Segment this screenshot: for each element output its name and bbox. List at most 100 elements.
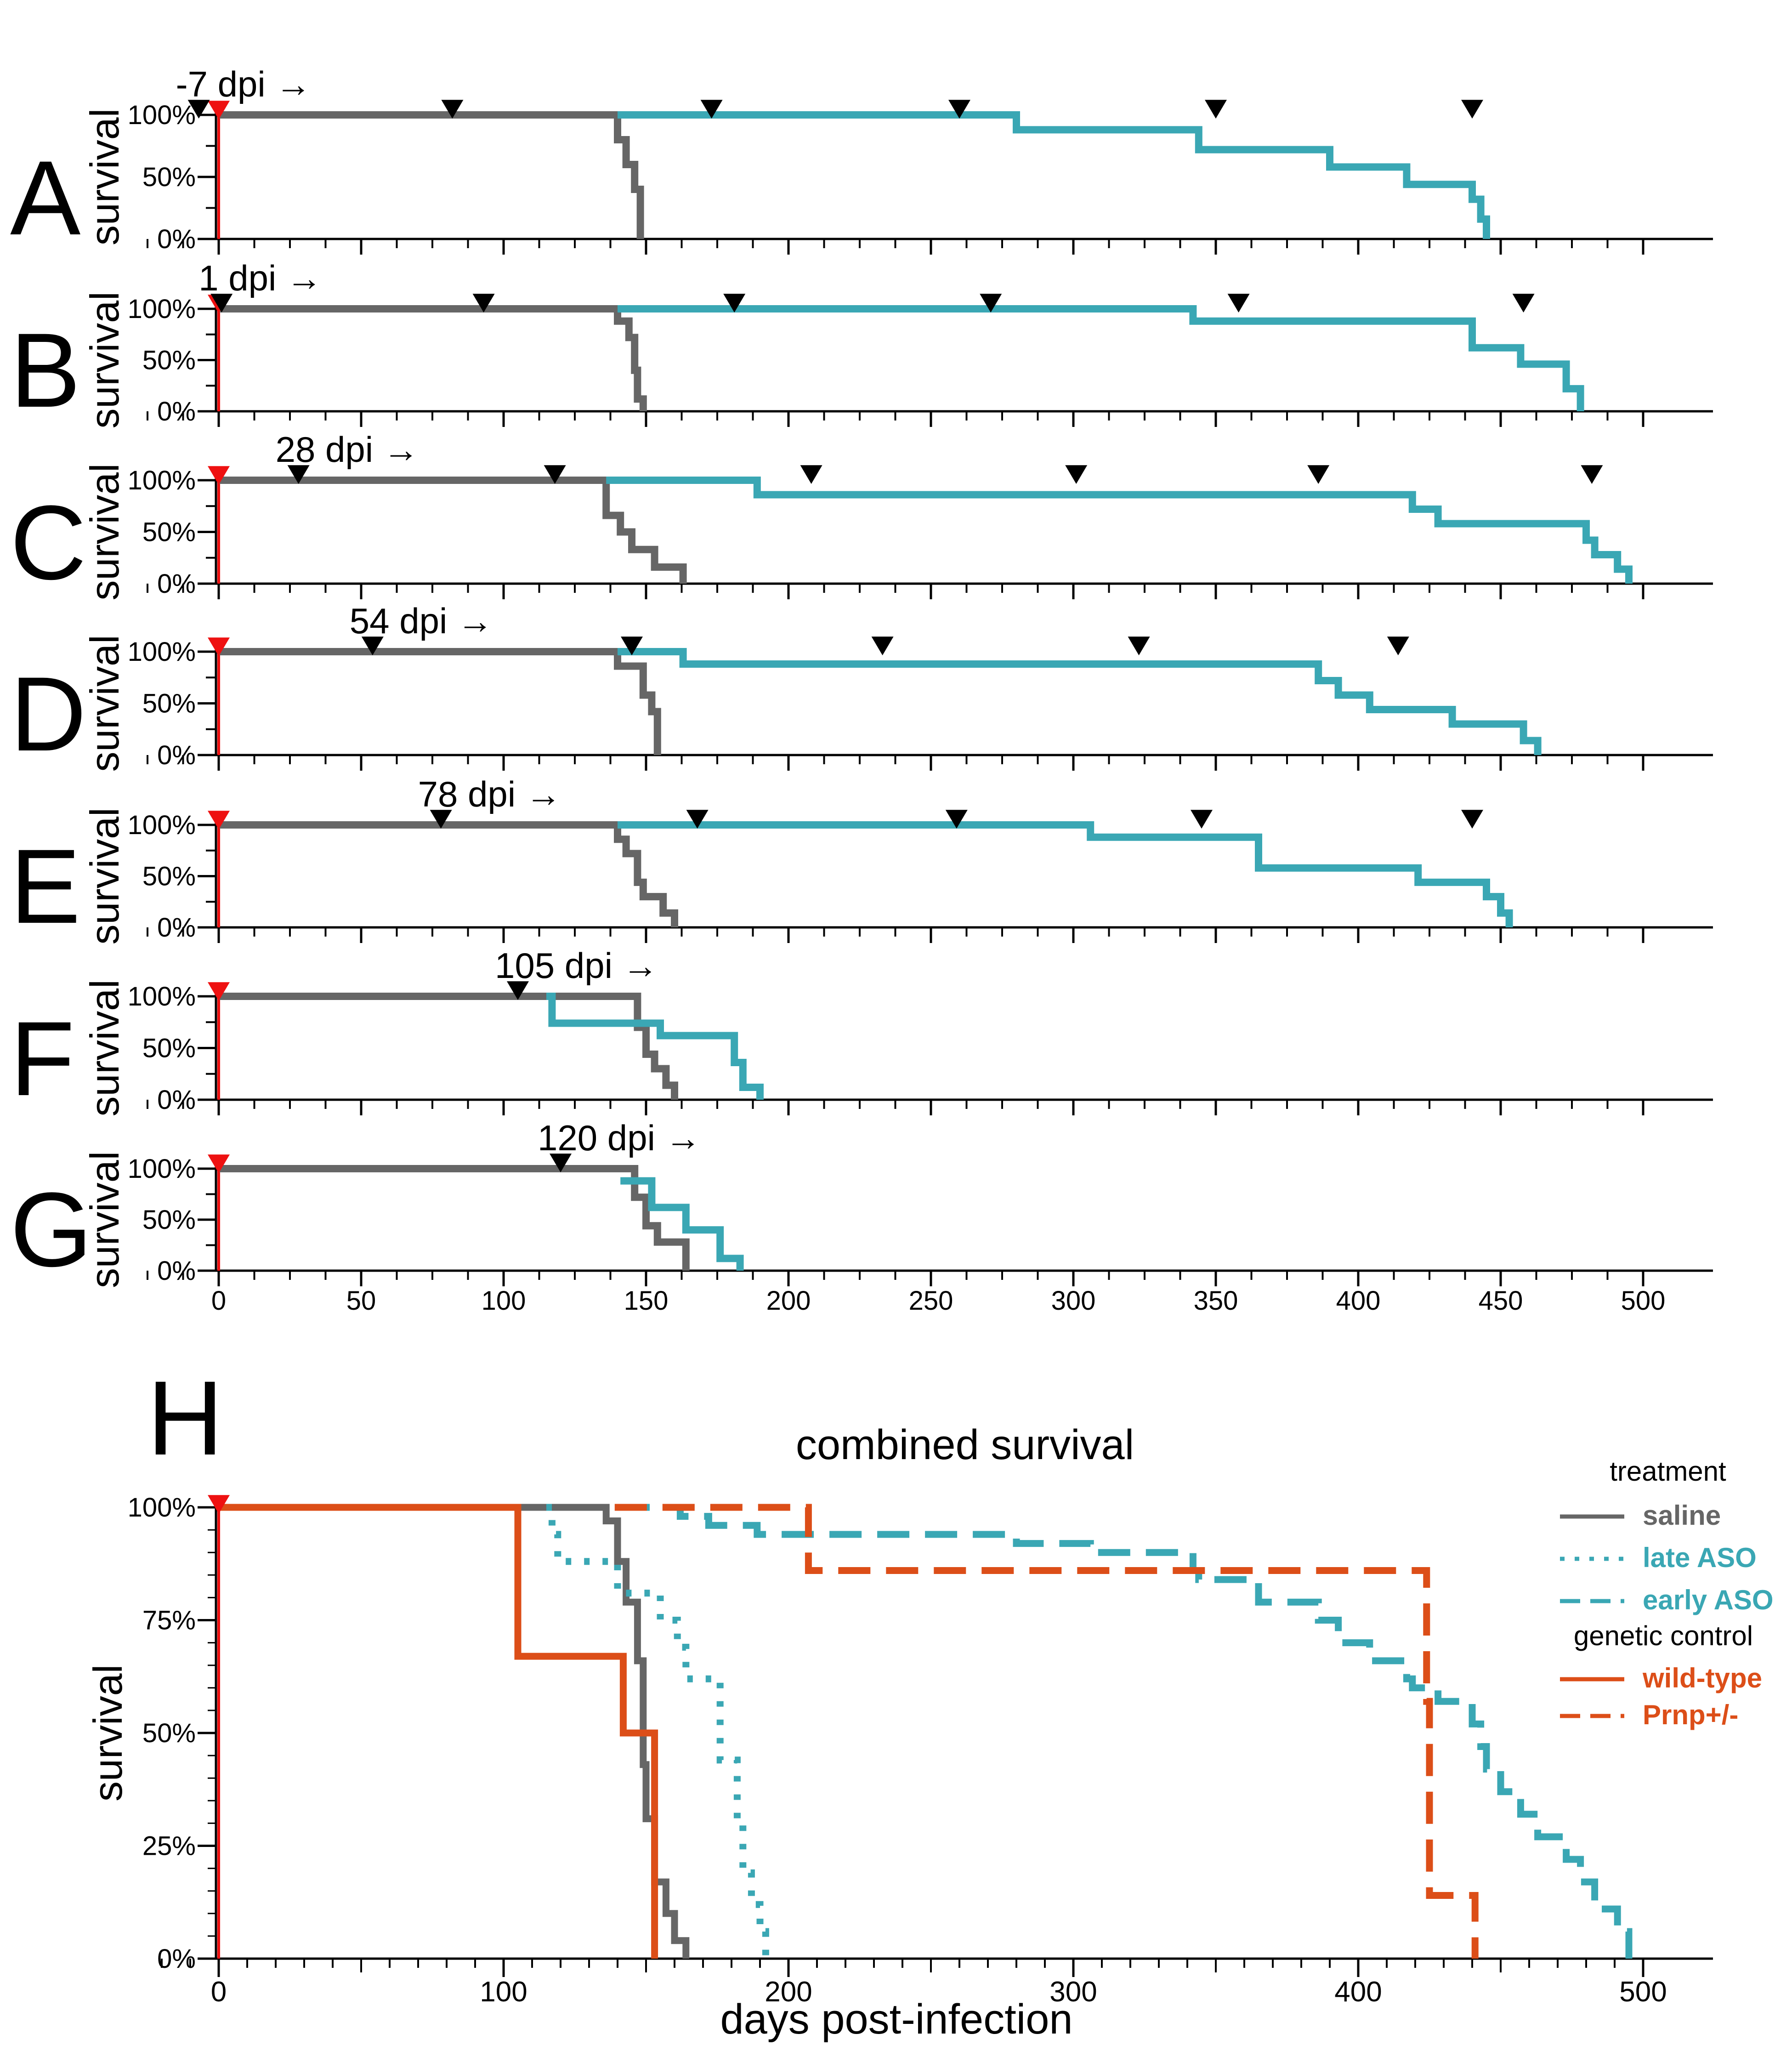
x-tick-label: 450 [1479,1286,1523,1316]
dose-marker [1205,100,1227,119]
dose-marker [1307,465,1330,484]
infection-marker [208,811,230,829]
dose-start-annotation: 1 dpi → [198,258,322,298]
y-tick-label: 100% [128,810,196,840]
legend: treatment genetic control saline late ASO ea… [1560,1456,1774,1730]
dose-marker [550,1153,572,1172]
dose-marker [871,636,894,655]
survival-curve-aso [620,1177,744,1271]
survival-curve-saline [219,477,687,584]
y-axis-label: survival [82,291,127,428]
legend-title-genetic: genetic control [1574,1620,1753,1651]
dose-marker [361,636,384,655]
x-tick-label: 0 [211,1286,226,1316]
survival-curve-saline [219,305,647,411]
dose-marker [948,100,970,119]
dose-marker [723,294,746,312]
dose-marker [1387,636,1409,655]
x-tick-label: 100 [480,1976,527,2008]
dose-marker [472,294,495,312]
y-tick-label: 100% [128,100,196,130]
dose-marker [507,981,529,1000]
x-tick-label: 300 [1051,1286,1096,1316]
y-tick-label: 50% [142,162,196,192]
dose-marker [430,810,452,829]
x-tick-label: 150 [624,1286,669,1316]
survival-curve-wild-type [219,1504,658,1959]
dose-marker [1461,810,1483,829]
legend-label-early-aso: early ASO [1643,1585,1774,1615]
panel-letter: E [10,827,80,945]
y-tick-label: 100% [128,982,196,1011]
infection-marker [208,1495,230,1514]
y-tick-label: 50% [142,346,196,375]
y-tick-label: 0% [157,224,196,254]
y-axis-label: survival [82,635,127,772]
infection-marker [208,466,230,485]
dose-marker [441,100,464,119]
chart-title: combined survival [796,1421,1134,1468]
x-tick-label: 500 [1621,1286,1666,1316]
x-tick-label: 350 [1194,1286,1238,1316]
y-tick-label: 50% [142,517,196,547]
x-tick-label: 200 [765,1976,812,2008]
dose-start-annotation: -7 dpi → [176,64,312,104]
dose-marker [621,636,643,655]
x-axis-label: days post-infection [720,1996,1072,2043]
y-axis-label: survival [82,979,127,1116]
legend-label-saline: saline [1643,1500,1721,1531]
survival-curve-prnp-het [614,1504,1479,1959]
survival-curve-saline [219,1165,690,1271]
survival-curve-early-aso [618,1504,1633,1959]
dose-start-annotation: 28 dpi → [276,429,419,470]
survival-curve-aso [546,993,764,1100]
dose-start-annotation: 120 dpi → [538,1118,701,1158]
dose-start-annotation: 54 dpi → [350,601,493,641]
y-tick-label: 0% [157,1256,196,1286]
dose-marker [686,810,709,829]
y-tick-label: 0% [157,397,196,426]
x-tick-label: 400 [1334,1976,1382,2008]
dose-marker [800,465,822,484]
dose-marker [1512,294,1535,312]
y-axis-label: survival [82,807,127,944]
y-tick-label: 50% [142,1718,196,1748]
legend-label-wild-type: wild-type [1642,1663,1762,1693]
y-tick-label: 0% [157,1085,196,1115]
dose-marker [1461,100,1483,119]
x-tick-label: 200 [766,1286,811,1316]
y-tick-label: 100% [128,637,196,667]
dose-marker [1065,465,1088,484]
dose-marker [980,294,1002,312]
panel-letter: B [10,311,80,429]
infection-marker [208,1154,230,1173]
dose-start-annotation: 78 dpi → [418,774,561,814]
y-tick-label: 50% [142,1205,196,1235]
survival-curve-aso [606,477,1633,584]
y-tick-label: 50% [142,862,196,892]
dose-marker [210,294,233,312]
y-tick-label: 100% [128,294,196,324]
panel-letter: F [10,1000,75,1118]
legend-title-treatment: treatment [1610,1456,1726,1487]
survival-curve-saline [219,993,678,1100]
y-tick-label: 100% [128,1154,196,1184]
y-axis-label: survival [82,108,127,245]
y-axis-label: survival [85,1665,130,1801]
dose-marker [1191,810,1213,829]
dose-marker [1581,465,1603,484]
x-tick-label: 300 [1049,1976,1097,2008]
legend-label-late-aso: late ASO [1643,1542,1757,1573]
dose-start-annotation: 105 dpi → [495,945,658,986]
panel-letter: G [10,1170,92,1289]
y-tick-label: 0% [157,569,196,599]
